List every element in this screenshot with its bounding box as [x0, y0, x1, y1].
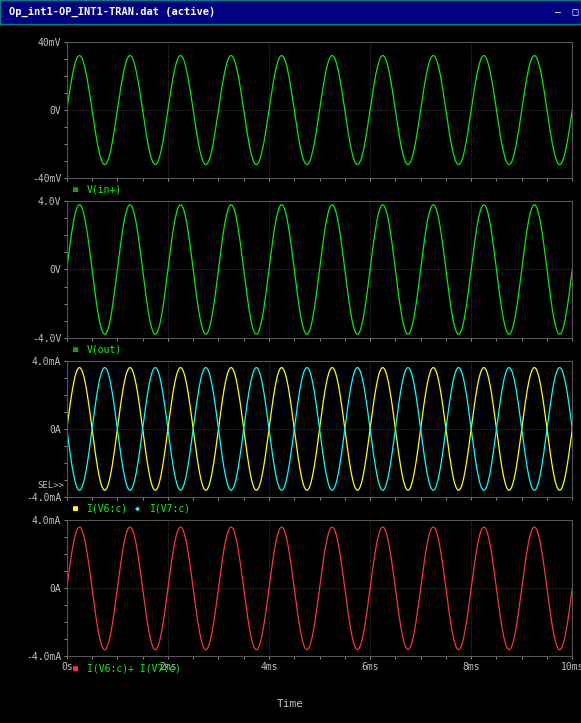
Text: ■: ■	[73, 664, 78, 672]
Text: I(V6:c)+ I(V7:c): I(V6:c)+ I(V7:c)	[87, 663, 181, 673]
Text: Op_int1-OP_INT1-TRAN.dat (active): Op_int1-OP_INT1-TRAN.dat (active)	[9, 7, 215, 17]
Text: SEL>>: SEL>>	[37, 481, 64, 490]
Text: ■: ■	[73, 185, 78, 194]
Text: V(in+): V(in+)	[87, 185, 123, 194]
Text: I(V7:c): I(V7:c)	[150, 504, 191, 513]
Text: ■: ■	[73, 345, 78, 354]
Text: ■: ■	[73, 504, 78, 513]
Text: –  □  ✕: – □ ✕	[555, 7, 581, 17]
Text: V(out): V(out)	[87, 344, 123, 354]
Text: ◆: ◆	[135, 504, 141, 513]
Text: Time: Time	[277, 698, 304, 709]
Text: I(V6:c): I(V6:c)	[87, 504, 128, 513]
